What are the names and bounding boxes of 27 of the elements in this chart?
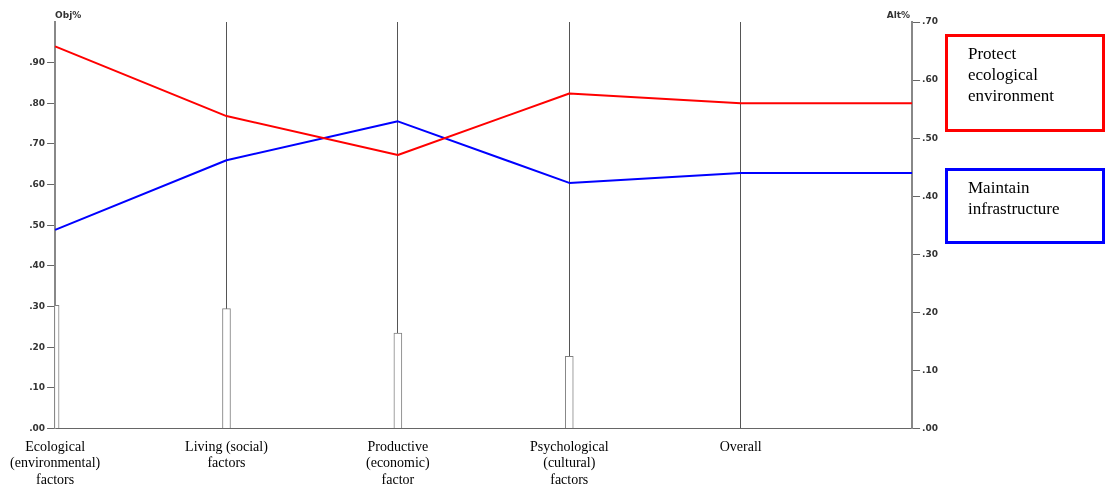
y2-axis-title: Alt% (886, 9, 911, 20)
y-tick-label: .60 (29, 178, 46, 189)
y2-tick-label: .30 (922, 248, 939, 259)
text: Protect ecological environment (945, 34, 1105, 132)
y-tick-label: .30 (29, 300, 46, 311)
y-tick-label: .70 (29, 138, 46, 149)
y-tick-label: .00 (29, 422, 46, 433)
x-tick-label: Ecological (environmental) factors (10, 438, 101, 488)
y-tick-label: .90 (29, 57, 46, 67)
y2-tick-label: .50 (922, 132, 939, 143)
x-tick-label: Psychological (cultural) factors (530, 438, 609, 488)
y-tick-label: .50 (29, 219, 46, 230)
x-tick-label: Overall (719, 438, 762, 454)
y2-tick-label: .20 (922, 306, 939, 317)
x-tick-label: Living (social) factors (185, 438, 269, 471)
y-tick-label: .80 (29, 97, 46, 108)
y2-tick-label: .10 (922, 364, 939, 375)
text: Maintain infrastructure (945, 168, 1105, 244)
y-axis-title: Obj% (55, 9, 82, 20)
y2-tick-label: .60 (922, 74, 939, 85)
y-tick-label: .40 (29, 260, 46, 271)
y2-tick-label: .40 (922, 190, 939, 201)
y-tick-label: .10 (29, 382, 46, 393)
y2-tick-label: .70 (922, 16, 939, 27)
y-tick-label: .20 (29, 341, 46, 352)
x-tick-label: Productive (economic) factor (366, 438, 431, 488)
y2-tick-label: .00 (922, 422, 939, 433)
